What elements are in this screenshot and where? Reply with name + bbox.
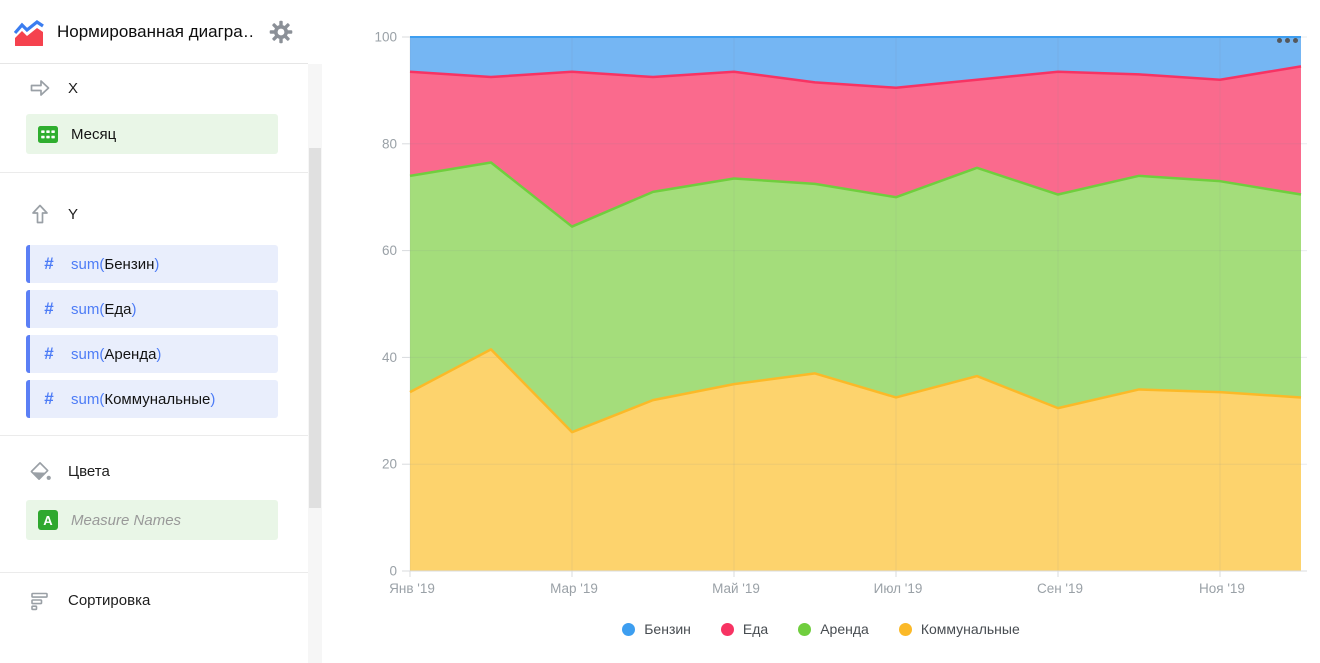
hash-icon: #	[44, 299, 54, 318]
sidebar-scrollbar-thumb[interactable]	[309, 148, 321, 508]
agg-close: )	[154, 255, 160, 273]
divider	[0, 172, 308, 173]
legend-dot	[720, 622, 734, 636]
x-axis-label: Ноя '19	[1199, 581, 1245, 596]
legend-label: Аренда	[820, 621, 869, 637]
x-axis-label: Мар '19	[550, 581, 598, 596]
legend-dot	[798, 622, 812, 636]
hash-icon: #	[44, 344, 54, 363]
gear-icon	[269, 20, 293, 43]
section-y-label: Y	[68, 205, 79, 223]
arrow-up-icon	[28, 202, 52, 226]
field-chip-sum-eda[interactable]: # sum(Еда)	[26, 290, 278, 328]
y-axis-label: 0	[389, 564, 397, 579]
stacked-area-chart: 0 20 40 60 80 100 Янв '19 Мар '19 Май '19 Июл '19…	[374, 30, 1307, 596]
a-icon: A	[38, 510, 58, 530]
field-chip-month[interactable]: Месяц	[26, 114, 278, 154]
x-axis-label: Янв '19	[389, 581, 435, 596]
series-line-Еда	[409, 65, 1302, 89]
legend-item-kommunalnye[interactable]: Коммунальные	[898, 621, 1020, 637]
field-chip-sum-kommunalnye[interactable]: # sum(Коммунальные)	[26, 380, 278, 418]
section-x-label: X	[68, 79, 79, 97]
y-axis-label: 100	[374, 30, 397, 45]
agg-open: sum(	[71, 300, 105, 318]
app-header: Нормированная диагра…	[0, 0, 308, 64]
hash-icon: #	[44, 254, 54, 273]
x-axis-label: Май '19	[712, 581, 760, 596]
field-name: Еда	[104, 300, 132, 318]
area-Еда[interactable]	[410, 66, 1301, 227]
y-axis-label: 60	[382, 243, 397, 258]
app-logo-icon	[14, 16, 44, 47]
sidebar-scrollbar-track[interactable]	[308, 64, 322, 663]
field-chip-label: Месяц	[71, 125, 117, 143]
series-line-Аренда	[409, 161, 1302, 228]
chart-pane: 0 20 40 60 80 100 Янв '19 Мар '19 Май '19 Июл '19…	[322, 0, 1320, 663]
section-sort-header: Сортировка	[0, 588, 308, 612]
paint-bucket-icon	[28, 459, 52, 483]
field-chip-sum-arenda[interactable]: # sum(Аренда)	[26, 335, 278, 373]
legend-dot	[898, 622, 912, 636]
series-line-Коммунальные	[409, 348, 1302, 434]
field-chip-measure-names[interactable]: A Measure Names	[26, 500, 278, 540]
agg-open: sum(	[71, 390, 105, 408]
chart-menu-button[interactable]	[1275, 36, 1300, 45]
legend-label: Еда	[742, 621, 769, 637]
legend-item-eda[interactable]: Еда	[720, 621, 769, 637]
chart-legend: Бензин Еда Аренда Коммунальные	[322, 621, 1320, 637]
section-colors-header: Цвета	[0, 459, 308, 483]
field-name: Бензин	[104, 255, 155, 273]
field-chip-label: Measure Names	[71, 511, 182, 529]
ellipsis-dot	[1293, 38, 1298, 43]
agg-close: )	[131, 300, 137, 318]
field-chip-sum-benzin[interactable]: # sum(Бензин)	[26, 245, 278, 283]
divider	[0, 435, 308, 436]
arrow-right-icon	[28, 76, 52, 100]
hash-icon: #	[44, 389, 54, 408]
y-axis-label: 40	[382, 350, 397, 365]
sidebar: Нормированная диагра…	[0, 0, 308, 663]
section-x-header: X	[0, 76, 308, 100]
field-name: Коммунальные	[104, 390, 211, 408]
y-axis-label: 80	[382, 136, 397, 151]
calendar-icon	[38, 125, 58, 143]
area-Коммунальные[interactable]	[410, 349, 1301, 571]
ellipsis-dot	[1277, 38, 1282, 43]
app-title: Нормированная диагра…	[57, 21, 255, 41]
legend-item-arenda[interactable]: Аренда	[798, 621, 869, 637]
legend-item-benzin[interactable]: Бензин	[622, 621, 691, 637]
field-name: Аренда	[104, 345, 157, 363]
divider	[0, 572, 308, 573]
legend-label: Бензин	[644, 621, 691, 637]
settings-button[interactable]	[268, 19, 294, 45]
agg-close: )	[210, 390, 216, 408]
area-Аренда[interactable]	[410, 162, 1301, 433]
legend-label: Коммунальные	[920, 621, 1020, 637]
x-axis-label: Июл '19	[874, 581, 923, 596]
section-colors-label: Цвета	[68, 462, 110, 480]
sort-icon	[28, 588, 52, 612]
agg-open: sum(	[71, 255, 105, 273]
section-y-header: Y	[0, 202, 308, 226]
ellipsis-dot	[1285, 38, 1290, 43]
agg-close: )	[156, 345, 162, 363]
y-axis-label: 20	[382, 457, 397, 472]
section-sort-label: Сортировка	[68, 591, 151, 609]
y-field-list: # sum(Бензин) # sum(Еда) # sum(Аренда) #…	[0, 245, 308, 418]
legend-dot	[622, 622, 636, 636]
agg-open: sum(	[71, 345, 105, 363]
x-axis-label: Сен '19	[1037, 581, 1083, 596]
